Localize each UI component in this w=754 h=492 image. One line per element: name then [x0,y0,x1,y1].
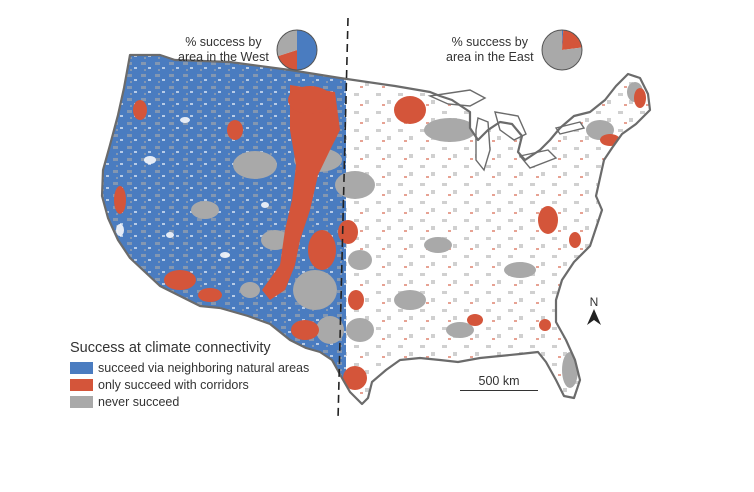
west-pie-label: % success by area in the West [178,35,269,65]
east-pie-chart [541,29,583,71]
unassessed-areas [116,117,269,258]
east-pie-outline [541,29,583,71]
west-slice-succeed [296,30,317,70]
legend-item-corridors: only succeed with corridors [70,376,309,393]
legend-label-corridors: only succeed with corridors [98,377,249,392]
scale-bar-label: 500 km [478,374,520,388]
east-slice-succeed [561,30,563,50]
west-pie-label-line2: area in the West [178,50,269,64]
corridor-areas [114,85,646,390]
legend-title: Success at climate connectivity [70,340,271,356]
legend-swatch-succeed [70,361,93,374]
great-lakes [427,89,586,172]
east-slice-corridors [561,30,582,50]
legend-item-succeed: succeed via neighboring natural areas [70,359,309,376]
north-arrow-icon [587,309,601,325]
scale-bar: 500 km [460,374,538,391]
legend-swatch-never [70,395,93,408]
east-pie-label: % success by area in the East [446,35,534,65]
west-slice-never [276,30,297,57]
legend-label-succeed: succeed via neighboring natural areas [98,360,310,375]
west-pie-chart [276,29,318,71]
us-outline [100,53,652,406]
north-arrow: N [584,296,604,331]
west-slice-corridors [277,50,297,70]
north-arrow-label: N [589,295,599,309]
legend-item-never: never succeed [70,393,309,410]
west-pie-label-line1: % success by [185,35,262,49]
legend: Success at climate connectivity succeed … [70,340,309,410]
east-pie-label-line1: % success by [451,35,528,49]
west-pie-outline [276,29,318,71]
legend-swatch-corridors [70,378,93,391]
legend-label-never: never succeed [98,394,180,409]
east-pie-label-line2: area in the East [446,50,534,64]
east-west-divider [337,17,349,421]
east-pie-block: % success by area in the East [446,28,584,72]
west-pie-block: % success by area in the West [178,28,319,72]
east-slice-never [541,30,582,70]
scale-bar-line [460,390,538,391]
